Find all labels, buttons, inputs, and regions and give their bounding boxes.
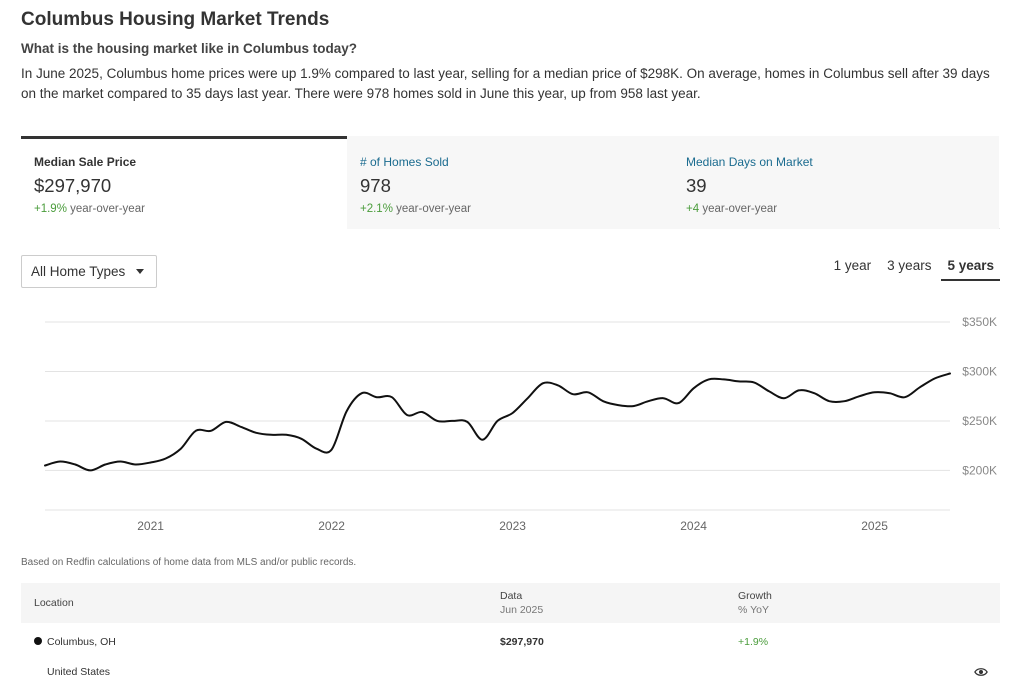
header-data-period: Jun 2025 bbox=[500, 604, 544, 616]
home-type-selected: All Home Types bbox=[31, 264, 126, 279]
row-location: United States bbox=[47, 666, 111, 678]
tab-median-days-on-market[interactable]: Median Days on Market 39 +4 year-over-ye… bbox=[673, 136, 999, 229]
header-growth-unit: % YoY bbox=[738, 604, 769, 616]
tab-value: 978 bbox=[360, 175, 391, 196]
y-tick-label: $300K bbox=[962, 364, 997, 378]
tab-homes-sold[interactable]: # of Homes Sold 978 +2.1% year-over-year bbox=[347, 136, 673, 229]
range-3-years[interactable]: 3 years bbox=[887, 258, 932, 273]
tab-median-sale-price[interactable]: Median Sale Price $297,970 +1.9% year-ov… bbox=[21, 136, 347, 229]
x-tick-label: 2021 bbox=[137, 519, 164, 533]
eye-icon[interactable] bbox=[974, 665, 988, 679]
tab-delta: +4 year-over-year bbox=[686, 203, 986, 215]
row-location: Columbus, OH bbox=[47, 636, 116, 648]
page-subtitle: What is the housing market like in Colum… bbox=[21, 41, 358, 56]
delta-suffix: year-over-year bbox=[702, 203, 778, 215]
header-location: Location bbox=[34, 597, 74, 609]
tab-delta: +2.1% year-over-year bbox=[360, 203, 660, 215]
delta-suffix: year-over-year bbox=[396, 203, 471, 215]
x-tick-label: 2022 bbox=[318, 519, 345, 533]
tab-label: Median Days on Market bbox=[686, 155, 813, 169]
comparison-table-header: Location Data Jun 2025 Growth % YoY bbox=[21, 583, 1000, 623]
delta-value: +2.1% bbox=[360, 203, 393, 215]
y-tick-label: $200K bbox=[962, 463, 997, 477]
table-row: Columbus, OH $297,970 +1.9% bbox=[21, 627, 1000, 657]
median-sale-price-chart: $350K $300K $250K $200K 2021 2022 2023 2024 202… bbox=[44, 315, 997, 533]
delta-suffix: year-over-year bbox=[70, 203, 145, 215]
market-summary: In June 2025, Columbus home prices were … bbox=[21, 66, 990, 101]
row-growth: +1.9% bbox=[738, 636, 769, 648]
data-source-note: Based on Redfin calculations of home dat… bbox=[21, 557, 357, 568]
series-line-columbus bbox=[44, 372, 951, 472]
table-row: United States bbox=[21, 657, 1000, 687]
delta-value: +1.9% bbox=[34, 203, 67, 215]
y-tick-label: $250K bbox=[962, 414, 997, 428]
page-title: Columbus Housing Market Trends bbox=[21, 9, 330, 30]
time-range-selector: 1 year 3 years 5 years bbox=[824, 256, 1000, 281]
x-tick-label: 2025 bbox=[861, 519, 888, 533]
range-5-years[interactable]: 5 years bbox=[941, 256, 1000, 281]
header-data-label: Data bbox=[500, 590, 523, 602]
home-type-select[interactable]: All Home Types bbox=[21, 255, 157, 288]
header-growth: Growth % YoY bbox=[738, 590, 772, 616]
row-location-cell: Columbus, OH bbox=[34, 636, 116, 648]
row-data: $297,970 bbox=[500, 636, 544, 648]
series-dot bbox=[34, 637, 42, 645]
tab-label: # of Homes Sold bbox=[360, 155, 449, 169]
header-growth-label: Growth bbox=[738, 590, 772, 602]
x-tick-label: 2023 bbox=[499, 519, 526, 533]
metric-tabs: Median Sale Price $297,970 +1.9% year-ov… bbox=[21, 136, 1000, 229]
chevron-down-icon bbox=[136, 269, 144, 274]
x-tick-label: 2024 bbox=[680, 519, 707, 533]
tab-value: 39 bbox=[686, 175, 707, 196]
header-data: Data Jun 2025 bbox=[500, 590, 543, 616]
y-tick-label: $350K bbox=[962, 315, 997, 329]
delta-value: +4 bbox=[686, 203, 700, 215]
range-1-year[interactable]: 1 year bbox=[833, 258, 872, 273]
tab-label: Median Sale Price bbox=[34, 155, 137, 169]
tab-delta: +1.9% year-over-year bbox=[34, 203, 334, 215]
tab-value: $297,970 bbox=[34, 175, 112, 196]
